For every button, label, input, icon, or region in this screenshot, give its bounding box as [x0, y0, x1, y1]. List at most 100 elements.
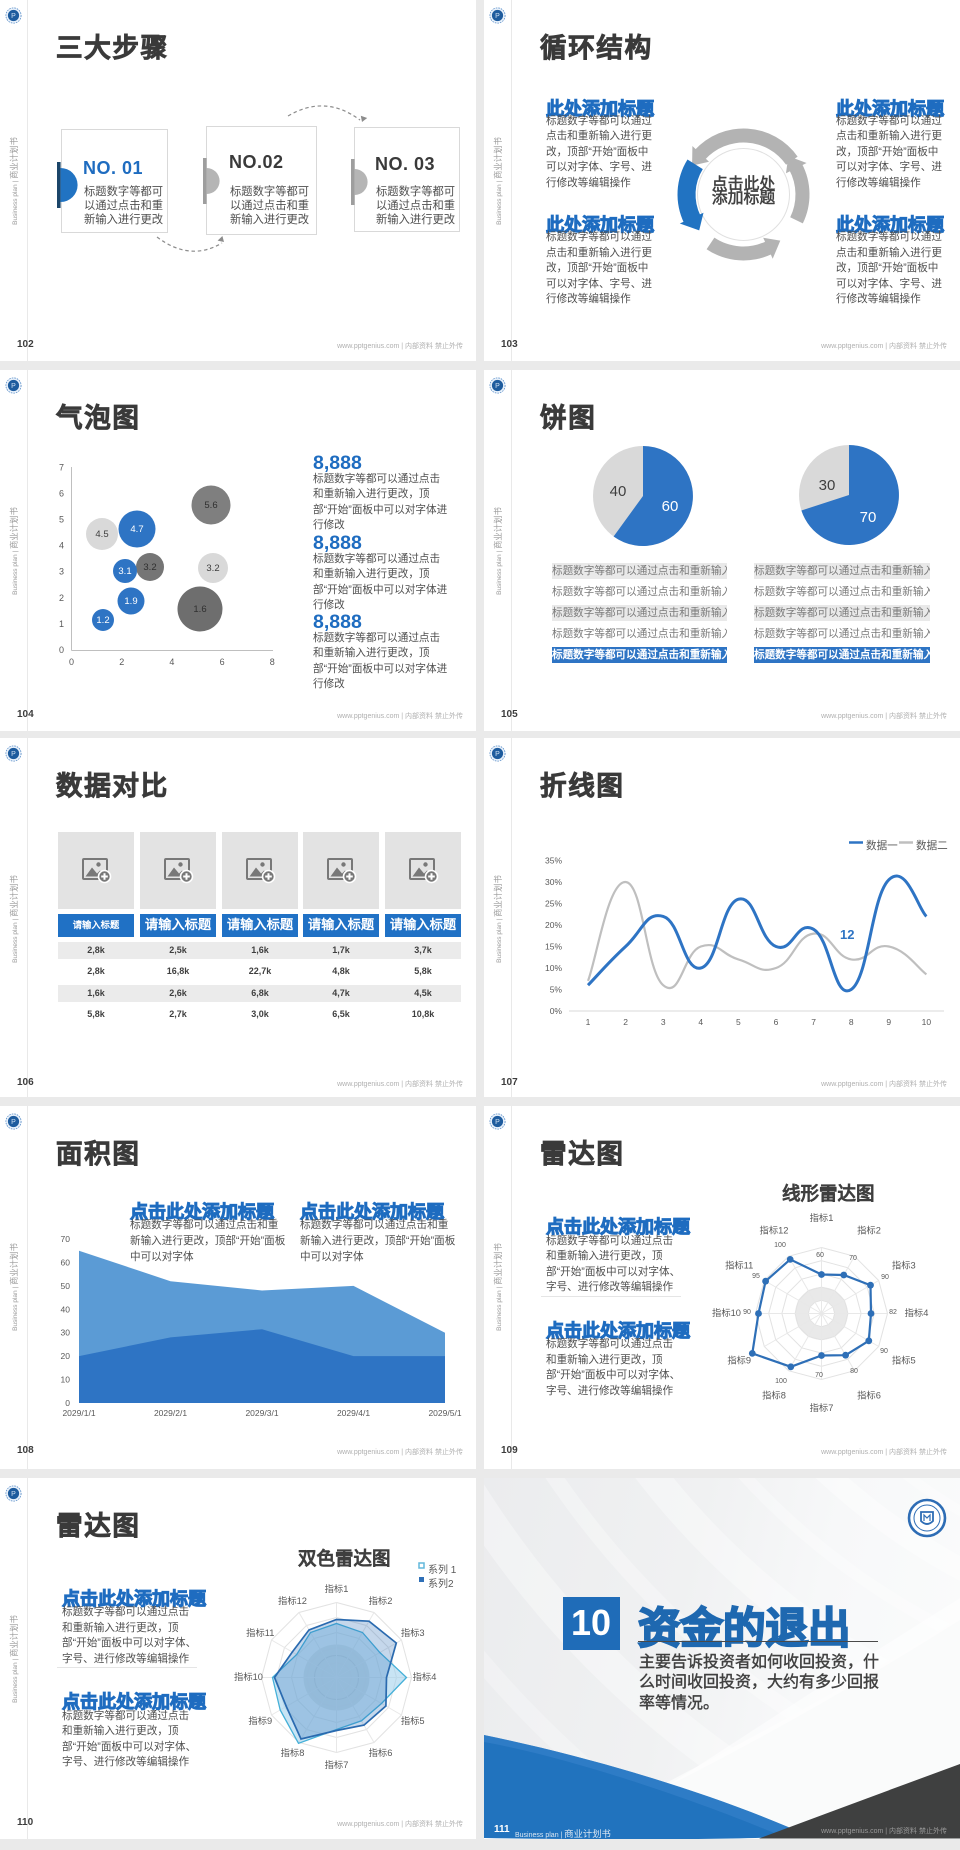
svg-text:70: 70 — [815, 1372, 823, 1379]
svg-text:2: 2 — [623, 1017, 628, 1027]
svg-text:指标8: 指标8 — [281, 1747, 305, 1758]
svg-text:95: 95 — [752, 1273, 760, 1280]
svg-text:0: 0 — [65, 1398, 70, 1408]
svg-text:10%: 10% — [545, 963, 562, 973]
svg-text:3.1: 3.1 — [118, 566, 131, 577]
svg-text:P: P — [11, 383, 16, 390]
svg-text:1.2: 1.2 — [96, 615, 109, 626]
svg-text:指标12: 指标12 — [278, 1594, 307, 1605]
svg-text:25%: 25% — [545, 899, 562, 909]
svg-text:40: 40 — [61, 1304, 71, 1314]
svg-text:20%: 20% — [545, 920, 562, 930]
svg-text:指标9: 指标9 — [727, 1355, 751, 1366]
svg-text:0%: 0% — [550, 1006, 563, 1016]
svg-text:1.6: 1.6 — [193, 604, 206, 615]
svg-text:指标7: 指标7 — [810, 1402, 834, 1413]
svg-text:5.6: 5.6 — [204, 500, 217, 511]
svg-text:指标3: 指标3 — [401, 1627, 425, 1638]
svg-text:指标6: 指标6 — [857, 1389, 881, 1400]
svg-text:P: P — [495, 383, 500, 390]
svg-text:15%: 15% — [545, 942, 562, 952]
svg-text:10: 10 — [61, 1375, 71, 1385]
svg-text:1: 1 — [59, 618, 64, 628]
svg-text:2029/2/1: 2029/2/1 — [154, 1408, 187, 1418]
svg-text:指标10: 指标10 — [234, 1671, 263, 1682]
svg-text:100: 100 — [775, 1378, 787, 1385]
svg-text:P: P — [11, 1119, 16, 1126]
svg-text:2029/3/1: 2029/3/1 — [245, 1408, 278, 1418]
svg-text:90: 90 — [880, 1348, 888, 1355]
svg-text:指标9: 指标9 — [248, 1715, 272, 1726]
svg-text:指标2: 指标2 — [857, 1225, 881, 1236]
svg-text:P: P — [495, 751, 500, 758]
svg-text:1.9: 1.9 — [124, 596, 137, 607]
svg-text:2: 2 — [59, 592, 64, 602]
svg-text:8: 8 — [270, 657, 275, 667]
svg-text:0: 0 — [59, 645, 64, 655]
svg-text:90: 90 — [881, 1274, 889, 1281]
svg-text:30%: 30% — [545, 877, 562, 887]
svg-text:2029/4/1: 2029/4/1 — [337, 1408, 370, 1418]
svg-text:指标6: 指标6 — [369, 1747, 393, 1758]
svg-text:70: 70 — [61, 1234, 71, 1244]
svg-text:35%: 35% — [545, 856, 562, 866]
svg-text:P: P — [495, 1119, 500, 1126]
svg-text:3.2: 3.2 — [143, 562, 156, 573]
svg-text:指标7: 指标7 — [325, 1759, 349, 1770]
svg-text:4: 4 — [59, 540, 64, 550]
svg-text:2029/1/1: 2029/1/1 — [62, 1408, 95, 1418]
svg-text:30: 30 — [819, 477, 836, 494]
svg-text:指标5: 指标5 — [892, 1355, 916, 1366]
svg-text:5%: 5% — [550, 985, 563, 995]
svg-text:4: 4 — [169, 657, 174, 667]
svg-text:指标1: 指标1 — [325, 1583, 349, 1594]
svg-text:P: P — [11, 1491, 16, 1498]
svg-text:50: 50 — [61, 1281, 71, 1291]
svg-text:82: 82 — [889, 1309, 897, 1316]
svg-text:指标1: 指标1 — [810, 1212, 834, 1223]
svg-text:90: 90 — [743, 1309, 751, 1316]
svg-text:30: 30 — [61, 1328, 71, 1338]
svg-text:2029/5/1: 2029/5/1 — [428, 1408, 461, 1418]
svg-text:40: 40 — [610, 483, 627, 500]
svg-text:4.7: 4.7 — [130, 524, 143, 535]
svg-text:3: 3 — [661, 1017, 666, 1027]
svg-text:70: 70 — [849, 1255, 857, 1262]
svg-text:8: 8 — [849, 1017, 854, 1027]
svg-text:20: 20 — [61, 1351, 71, 1361]
svg-text:指标11: 指标11 — [725, 1260, 753, 1271]
svg-text:7: 7 — [59, 462, 64, 472]
svg-text:3: 3 — [59, 566, 64, 576]
svg-text:6: 6 — [220, 657, 225, 667]
svg-text:60: 60 — [662, 498, 679, 515]
svg-text:4: 4 — [698, 1017, 703, 1027]
svg-text:指标10: 指标10 — [712, 1307, 741, 1318]
svg-text:1: 1 — [586, 1017, 591, 1027]
svg-text:指标4: 指标4 — [413, 1671, 437, 1682]
svg-text:3.2: 3.2 — [206, 563, 219, 574]
svg-text:9: 9 — [886, 1017, 891, 1027]
svg-text:70: 70 — [860, 509, 877, 526]
svg-text:10: 10 — [922, 1017, 932, 1027]
svg-text:P: P — [11, 13, 16, 20]
svg-text:指标3: 指标3 — [892, 1260, 916, 1271]
svg-text:6: 6 — [59, 488, 64, 498]
svg-text:指标4: 指标4 — [905, 1307, 929, 1318]
svg-text:60: 60 — [61, 1257, 71, 1267]
svg-text:100: 100 — [774, 1242, 786, 1249]
svg-text:指标2: 指标2 — [369, 1594, 393, 1605]
svg-text:60: 60 — [816, 1252, 824, 1259]
svg-text:P: P — [495, 13, 500, 20]
svg-text:4.5: 4.5 — [95, 529, 108, 540]
svg-text:2: 2 — [119, 657, 124, 667]
svg-text:80: 80 — [850, 1368, 858, 1375]
svg-text:0: 0 — [69, 657, 74, 667]
svg-text:7: 7 — [811, 1017, 816, 1027]
svg-text:5: 5 — [59, 514, 64, 524]
svg-text:指标5: 指标5 — [401, 1715, 425, 1726]
svg-text:指标12: 指标12 — [760, 1225, 789, 1236]
svg-text:指标11: 指标11 — [246, 1627, 274, 1638]
svg-text:5: 5 — [736, 1017, 741, 1027]
svg-text:指标8: 指标8 — [762, 1389, 786, 1400]
svg-text:P: P — [11, 751, 16, 758]
